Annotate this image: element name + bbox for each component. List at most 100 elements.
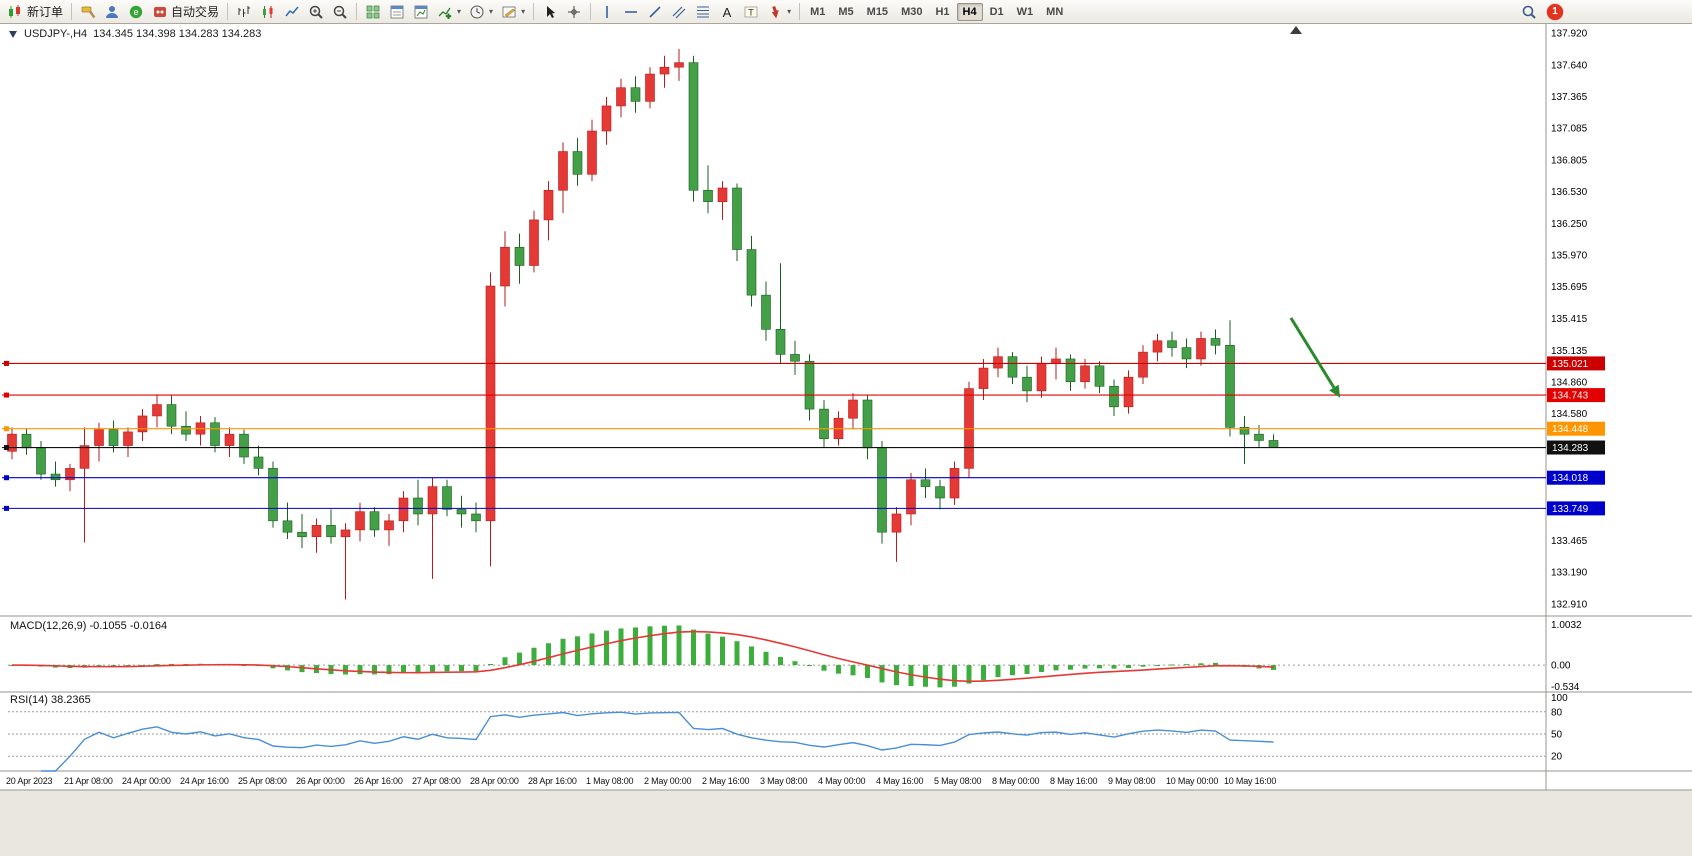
one-click-trading-toggle[interactable]: [8, 30, 18, 39]
autotrading-label: 自动交易: [171, 5, 220, 19]
zoom-out-button[interactable]: [328, 1, 352, 23]
down-arrow-object[interactable]: [1289, 317, 1336, 389]
zoom-in-button[interactable]: [304, 1, 328, 23]
svg-text:133.190: 133.190: [1551, 568, 1588, 579]
svg-text:134.448: 134.448: [1552, 424, 1589, 435]
bottom-strip: [0, 790, 1692, 856]
arrows-button[interactable]: ▾: [763, 1, 795, 23]
text-label-button[interactable]: T: [739, 1, 763, 23]
indicators-button[interactable]: ▾: [433, 1, 465, 23]
hline-handle[interactable]: [4, 426, 9, 432]
cursor-button[interactable]: [538, 1, 562, 23]
notification-badge[interactable]: 1: [1547, 3, 1563, 20]
down-arrow-head[interactable]: [1329, 384, 1341, 398]
chart-shift-marker[interactable]: [1290, 26, 1302, 34]
text-icon: A: [719, 4, 735, 20]
arrows-icon: [767, 4, 783, 20]
hline-handle[interactable]: [4, 445, 9, 451]
svg-text:2 May 16:00: 2 May 16:00: [702, 776, 750, 786]
equidistant-channel-icon: [671, 4, 687, 20]
timeframe-d1-button[interactable]: D1: [989, 5, 1004, 18]
trendline-button[interactable]: [643, 1, 667, 23]
hline-handle[interactable]: [4, 505, 9, 511]
community-button[interactable]: e: [124, 1, 148, 23]
chevron-down-icon: ▾: [787, 7, 792, 16]
svg-text:-0.534: -0.534: [1551, 682, 1580, 693]
svg-text:9 May 08:00: 9 May 08:00: [1108, 776, 1156, 786]
timeframe-m15-button[interactable]: M15: [866, 5, 889, 18]
templates-button[interactable]: ▾: [497, 1, 529, 23]
svg-text:4 May 16:00: 4 May 16:00: [876, 776, 924, 786]
main-toolbar: 新订单 e 自动交易 ▾ ▾ ▾ A T ▾ M1 M5 M15 M30 H1 H4 D1 W1 MN 1: [0, 0, 1692, 24]
tile-windows-button[interactable]: [361, 1, 385, 23]
ohlc-values-text: 134.345 134.398 134.283 134.283: [93, 28, 262, 40]
price-tag: [1547, 470, 1605, 485]
vertical-line-button[interactable]: [595, 1, 619, 23]
svg-text:10 May 00:00: 10 May 00:00: [1166, 776, 1218, 786]
timeframe-w1-button[interactable]: W1: [1016, 5, 1034, 18]
toolbar-separator: [71, 3, 73, 20]
rsi-panel[interactable]: 100 80 50 20: [8, 693, 1568, 772]
horizontal-line-button[interactable]: [619, 1, 643, 23]
svg-text:27 Apr 08:00: 27 Apr 08:00: [412, 776, 461, 786]
svg-text:0.00: 0.00: [1551, 661, 1571, 672]
new-order-button[interactable]: 新订单: [4, 1, 67, 23]
candlestick-chart-icon: [260, 4, 276, 20]
fibonacci-button[interactable]: [691, 1, 715, 23]
text-label-icon: T: [743, 4, 759, 20]
svg-text:T: T: [748, 7, 754, 17]
line-chart-button[interactable]: [280, 1, 304, 23]
search-button[interactable]: [1517, 1, 1541, 23]
timeframe-m5-button[interactable]: M5: [838, 5, 854, 18]
crosshair-icon: [566, 4, 582, 20]
fibonacci-icon: [695, 4, 711, 20]
rsi-label: RSI(14) 38.2365: [10, 694, 91, 706]
text-button[interactable]: A: [715, 1, 739, 23]
navigator-button[interactable]: [409, 1, 433, 23]
crosshair-button[interactable]: [562, 1, 586, 23]
hline-handle[interactable]: [4, 360, 9, 366]
toolbar-separator: [590, 3, 592, 20]
autotrading-button[interactable]: 自动交易: [148, 1, 223, 23]
svg-text:134.743: 134.743: [1552, 391, 1589, 402]
candlestick-chart-button[interactable]: [256, 1, 280, 23]
cursor-icon: [542, 4, 558, 20]
svg-text:50: 50: [1551, 730, 1563, 741]
svg-text:137.920: 137.920: [1551, 29, 1588, 40]
timeframe-m1-button[interactable]: M1: [810, 5, 826, 18]
svg-text:24 Apr 00:00: 24 Apr 00:00: [122, 776, 171, 786]
data-window-button[interactable]: [385, 1, 409, 23]
svg-text:8 May 16:00: 8 May 16:00: [1050, 776, 1098, 786]
bar-chart-button[interactable]: [232, 1, 256, 23]
tile-windows-icon: [365, 4, 381, 20]
support-button[interactable]: [100, 1, 124, 23]
timeframe-mn-button[interactable]: MN: [1046, 5, 1064, 18]
macd-label: MACD(12,26,9) -0.1055 -0.0164: [10, 620, 168, 632]
price-axis[interactable]: 137.920 137.640 137.365 137.085 136.805 136.5…: [1551, 29, 1588, 611]
equidistant-channel-button[interactable]: [667, 1, 691, 23]
candles: [7, 48, 1279, 600]
svg-text:26 Apr 16:00: 26 Apr 16:00: [354, 776, 403, 786]
svg-text:100: 100: [1551, 693, 1568, 704]
bar-chart-icon: [236, 4, 252, 20]
svg-text:25 Apr 08:00: 25 Apr 08:00: [238, 776, 287, 786]
hline-handle[interactable]: [4, 392, 9, 398]
periods-button[interactable]: ▾: [465, 1, 497, 23]
new-order-icon: [8, 4, 24, 20]
timeframe-h4-button[interactable]: H4: [956, 2, 983, 21]
timeframe-h1-button[interactable]: H1: [935, 5, 950, 18]
macd-panel[interactable]: 1.0032 0.00 -0.534: [8, 620, 1582, 693]
price-tag: [1547, 501, 1605, 516]
svg-text:134.580: 134.580: [1551, 409, 1588, 420]
mql-wizard-button[interactable]: [76, 1, 100, 23]
hline-handle[interactable]: [4, 475, 9, 481]
svg-text:136.805: 136.805: [1551, 156, 1588, 167]
timeframe-m30-button[interactable]: M30: [901, 5, 923, 18]
time-axis[interactable]: 20 Apr 2023 21 Apr 08:00 24 Apr 00:00 24 Ap…: [6, 776, 1277, 786]
svg-text:28 Apr 16:00: 28 Apr 16:00: [528, 776, 577, 786]
svg-text:26 Apr 00:00: 26 Apr 00:00: [296, 776, 345, 786]
svg-text:2 May 00:00: 2 May 00:00: [644, 776, 692, 786]
data-window-icon: [389, 4, 405, 20]
svg-text:134.860: 134.860: [1551, 377, 1588, 388]
